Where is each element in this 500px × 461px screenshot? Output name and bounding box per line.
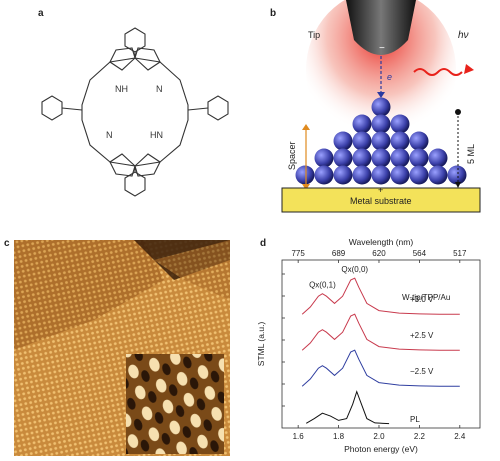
molecule-sphere: [428, 148, 448, 168]
series-label: +3.0 V: [410, 295, 434, 304]
tip-charge: −: [379, 43, 385, 54]
stm-topography-image: [14, 240, 230, 456]
substrate-charge: +: [378, 185, 384, 195]
molecule-sphere: [314, 165, 334, 185]
x-tick-label: 1.6: [293, 432, 305, 441]
series-label: −2.5 V: [410, 367, 434, 376]
molecule-sphere: [409, 165, 429, 185]
molecule-sphere: [371, 114, 391, 134]
spectrum-line: [301, 349, 460, 387]
top-tick-label: 620: [372, 249, 386, 258]
x-axis-label: Photon energy (eV): [344, 444, 418, 454]
x-tick-label: 1.8: [333, 432, 345, 441]
photon-label: hν: [458, 30, 469, 41]
top-tick-label: 517: [453, 249, 467, 258]
series-label: +2.5 V: [410, 331, 434, 340]
x-tick-label: 2.0: [373, 432, 385, 441]
panel-d-letter: d: [260, 238, 267, 249]
panel-c-letter: c: [4, 238, 10, 249]
molecule-sphere: [352, 165, 372, 185]
spectrum-line: [301, 277, 460, 315]
molecule-sphere: [390, 114, 410, 134]
top-tick-label: 689: [332, 249, 346, 258]
molecule-sphere: [352, 131, 372, 151]
svg-text:N: N: [106, 130, 113, 140]
molecule-sphere: [409, 131, 429, 151]
spectrum-line: [301, 313, 460, 351]
molecule-sphere: [333, 131, 353, 151]
molecule-sphere: [352, 114, 372, 134]
top-axis-label: Wavelength (nm): [349, 237, 414, 247]
peak-label: Qx(0,1): [309, 281, 336, 290]
molecule-sphere: [390, 131, 410, 151]
svg-text:NH: NH: [115, 84, 128, 94]
x-tick-label: 2.2: [414, 432, 426, 441]
series-label: PL: [410, 415, 420, 424]
molecule-sphere: [371, 148, 391, 168]
panel-a-letter: a: [38, 8, 44, 19]
plot-frame: [281, 259, 481, 429]
svg-text:HN: HN: [150, 130, 163, 140]
top-tick-label: 775: [291, 249, 305, 258]
tpp-molecule-structure: NH N N HN: [41, 27, 229, 197]
molecule-sphere: [295, 165, 315, 185]
molecule-sphere: [371, 131, 391, 151]
molecule-sphere: [352, 148, 372, 168]
molecule-sphere: [371, 165, 391, 185]
molecule-sphere: [409, 148, 429, 168]
substrate-label: Metal substrate: [350, 196, 412, 206]
molecule-sphere: [333, 165, 353, 185]
svg-text:N: N: [156, 84, 163, 94]
sample-label: W-tip/TPP/Au: [402, 293, 450, 302]
molecule-sphere: [390, 165, 410, 185]
thickness-label: 5 ML: [466, 143, 476, 164]
molecule-sphere: [371, 97, 391, 117]
spacer-label: Spacer: [287, 141, 297, 170]
panel-b-letter: b: [270, 8, 277, 19]
molecule-sphere: [314, 148, 334, 168]
molecule-sphere: [447, 165, 467, 185]
molecule-sphere: [333, 148, 353, 168]
peak-label: Qx(0,0): [341, 265, 368, 274]
y-axis-label: STML (a.u.): [256, 322, 266, 367]
molecule-sphere: [390, 148, 410, 168]
molecule-sphere: [428, 165, 448, 185]
x-tick-label: 2.4: [454, 432, 466, 441]
stml-junction-schematic: [281, 0, 481, 213]
tip-label: Tip: [308, 30, 321, 40]
stml-spectra-chart: 1.6 1.8 2.0 2.2 2.4 775 689 620 564 517 Photon ene…: [256, 237, 481, 454]
electron-label: e: [387, 72, 393, 82]
spectrum-line: [305, 390, 390, 425]
top-tick-label: 564: [413, 249, 427, 258]
